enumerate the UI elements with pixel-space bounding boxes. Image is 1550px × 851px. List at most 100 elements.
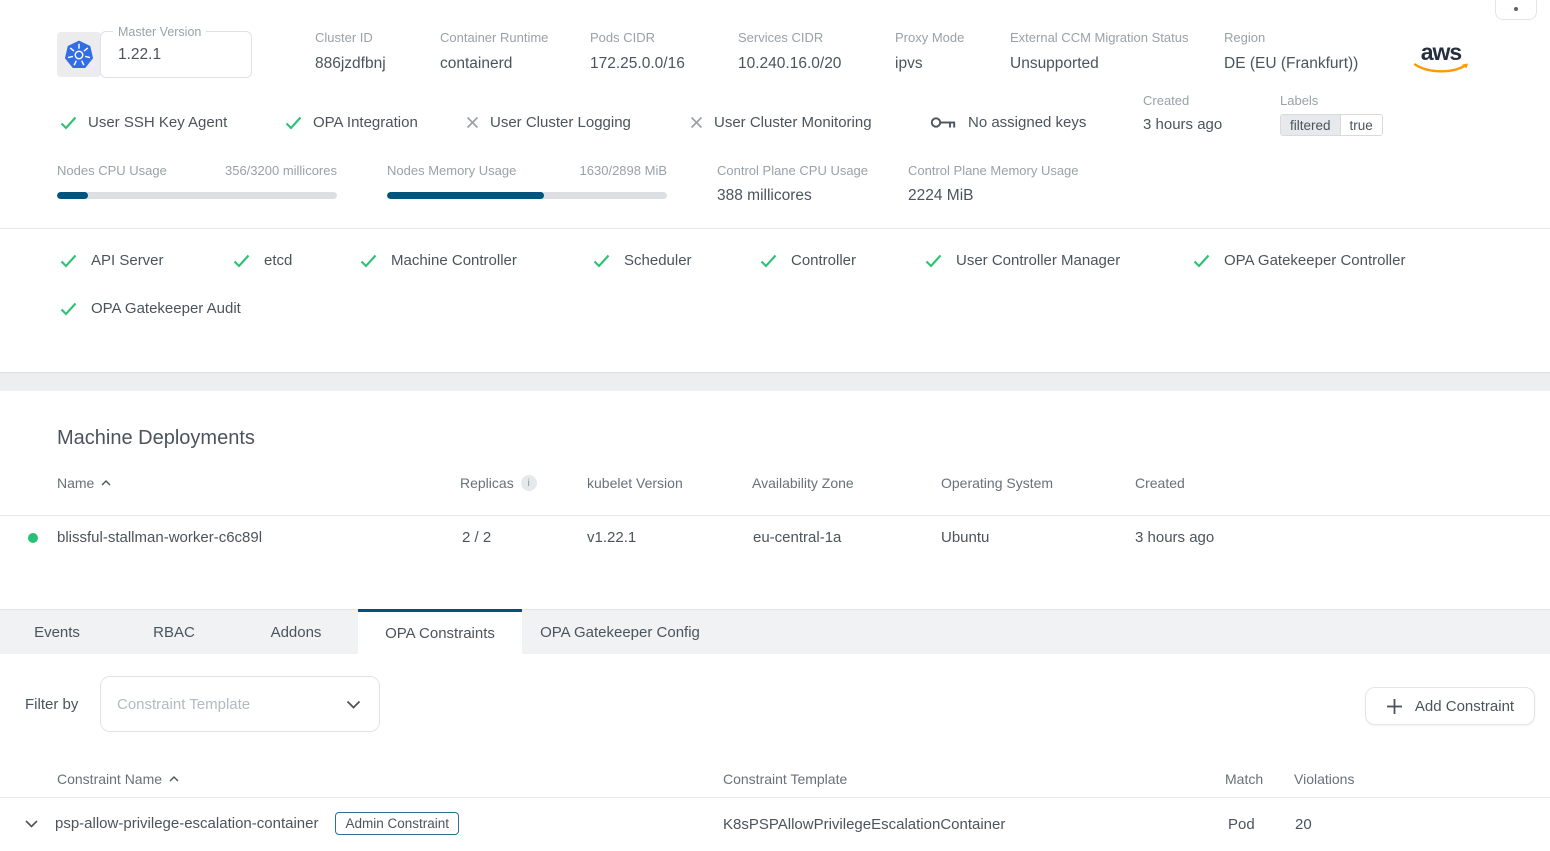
add-constraint-label: Add Constraint [1415,698,1514,715]
check-icon [1193,254,1210,268]
column-label: kubelet Version [587,475,683,491]
check-icon [593,254,610,268]
health-label: API Server [91,252,164,269]
check-icon [60,254,77,268]
tab-rbac[interactable]: RBAC [114,610,234,655]
section-divider-band [0,372,1550,391]
admin-constraint-badge: Admin Constraint [335,812,459,835]
more-menu-button[interactable] [1495,0,1537,20]
usage-value: 1630/2898 MiB [580,163,667,178]
feature-label: User Cluster Monitoring [714,114,872,131]
stat-label: Container Runtime [440,30,548,45]
column-header-match[interactable]: Match [1225,771,1263,787]
cluster-detail-page: Master Version 1.22.1 Cluster ID 886jzdf… [0,0,1550,851]
ellipsis-icon [1514,7,1518,11]
constraint-template-select[interactable]: Constraint Template [100,676,380,732]
health-label: OPA Gatekeeper Audit [91,300,241,317]
nodes-memory-usage: Nodes Memory Usage 1630/2898 MiB [387,163,667,199]
tab-label: OPA Gatekeeper Config [540,624,700,641]
add-constraint-button[interactable]: Add Constraint [1365,687,1535,725]
column-header-violations[interactable]: Violations [1294,771,1354,787]
stat-label: External CCM Migration Status [1010,30,1188,45]
column-header-replicas[interactable]: Replicas i [460,475,537,491]
cluster-summary-card: Master Version 1.22.1 Cluster ID 886jzdf… [0,0,1550,229]
label-chip-value: true [1340,115,1382,135]
check-icon [285,116,302,130]
health-etcd: etcd [233,252,292,269]
labels-label: Labels [1280,93,1383,108]
column-header-availability-zone[interactable]: Availability Zone [752,475,854,491]
column-header-operating-system[interactable]: Operating System [941,475,1053,491]
table-header-divider [0,797,1550,798]
status-healthy-icon [28,533,38,543]
chevron-down-icon [346,700,361,709]
cell-constraint-name: psp-allow-privilege-escalation-container [55,815,318,832]
health-scheduler: Scheduler [593,252,692,269]
check-icon [360,254,377,268]
sort-asc-icon [101,480,111,486]
health-label: Machine Controller [391,252,517,269]
health-label: etcd [264,252,292,269]
aws-provider-logo: aws [1413,42,1469,80]
nodes-cpu-usage: Nodes CPU Usage 356/3200 millicores [57,163,337,199]
stat-label: Services CIDR [738,30,841,45]
cross-icon [466,116,479,129]
info-icon[interactable]: i [521,475,537,491]
column-header-name[interactable]: Name [57,475,111,491]
stat-region: Region DE (EU (Frankfurt)) [1224,30,1358,73]
stat-value: Unsupported [1010,55,1188,73]
created-value: 3 hours ago [1143,116,1222,133]
progress-track [57,192,337,199]
column-header-constraint-template[interactable]: Constraint Template [723,771,847,787]
column-label: Replicas [460,475,514,491]
feature-opa-integration: OPA Integration [285,114,418,131]
stat-ccm-migration: External CCM Migration Status Unsupporte… [1010,30,1188,73]
aws-wordmark: aws [1413,42,1469,62]
stat-pods-cidr: Pods CIDR 172.25.0.0/16 [590,30,685,73]
health-label: OPA Gatekeeper Controller [1224,252,1405,269]
column-label: Violations [1294,771,1354,787]
tab-addons[interactable]: Addons [234,610,358,655]
stat-label: Region [1224,30,1358,45]
progress-fill [57,192,88,199]
control-plane-memory-usage: Control Plane Memory Usage 2224 MiB [908,163,1079,205]
cell-operating-system: Ubuntu [941,529,989,546]
usage-label: Nodes CPU Usage [57,163,167,178]
column-header-created[interactable]: Created [1135,475,1185,491]
health-user-controller-manager: User Controller Manager [925,252,1120,269]
created-label: Created [1143,93,1222,108]
ssh-keys-status[interactable]: No assigned keys [930,114,1086,131]
tab-label: RBAC [153,624,195,641]
check-icon [233,254,250,268]
column-label: Created [1135,475,1185,491]
stat-label: Control Plane Memory Usage [908,163,1079,178]
stat-value: ipvs [895,55,964,73]
tab-opa-constraints[interactable]: OPA Constraints [358,609,522,654]
tab-events[interactable]: Events [0,610,114,655]
check-icon [760,254,777,268]
tab-bar: Events RBAC Addons OPA Constraints OPA G… [0,609,1550,654]
health-label: Scheduler [624,252,692,269]
tab-label: OPA Constraints [385,625,495,642]
kubernetes-logo [57,32,101,77]
feature-user-cluster-monitoring: User Cluster Monitoring [690,114,872,131]
cell-violations: 20 [1295,816,1312,833]
filter-by-label: Filter by [25,696,78,713]
stat-services-cidr: Services CIDR 10.240.16.0/20 [738,30,841,73]
stat-label: Proxy Mode [895,30,964,45]
column-header-kubelet-version[interactable]: kubelet Version [587,475,683,491]
stat-container-runtime: Container Runtime containerd [440,30,548,73]
label-chip-key: filtered [1281,115,1340,135]
stat-label: Pods CIDR [590,30,685,45]
stat-value: 886jzdfbnj [315,55,386,73]
table-header-divider [0,515,1550,516]
stat-value: 2224 MiB [908,187,973,204]
expand-chevron-icon[interactable] [25,820,38,828]
tab-opa-gatekeeper-config[interactable]: OPA Gatekeeper Config [522,610,718,655]
master-version-field[interactable]: Master Version 1.22.1 [100,31,252,78]
progress-fill [387,192,544,199]
check-icon [60,302,77,316]
column-header-constraint-name[interactable]: Constraint Name [57,771,179,787]
cell-kubelet-version: v1.22.1 [587,529,636,546]
stat-label: Control Plane CPU Usage [717,163,868,178]
